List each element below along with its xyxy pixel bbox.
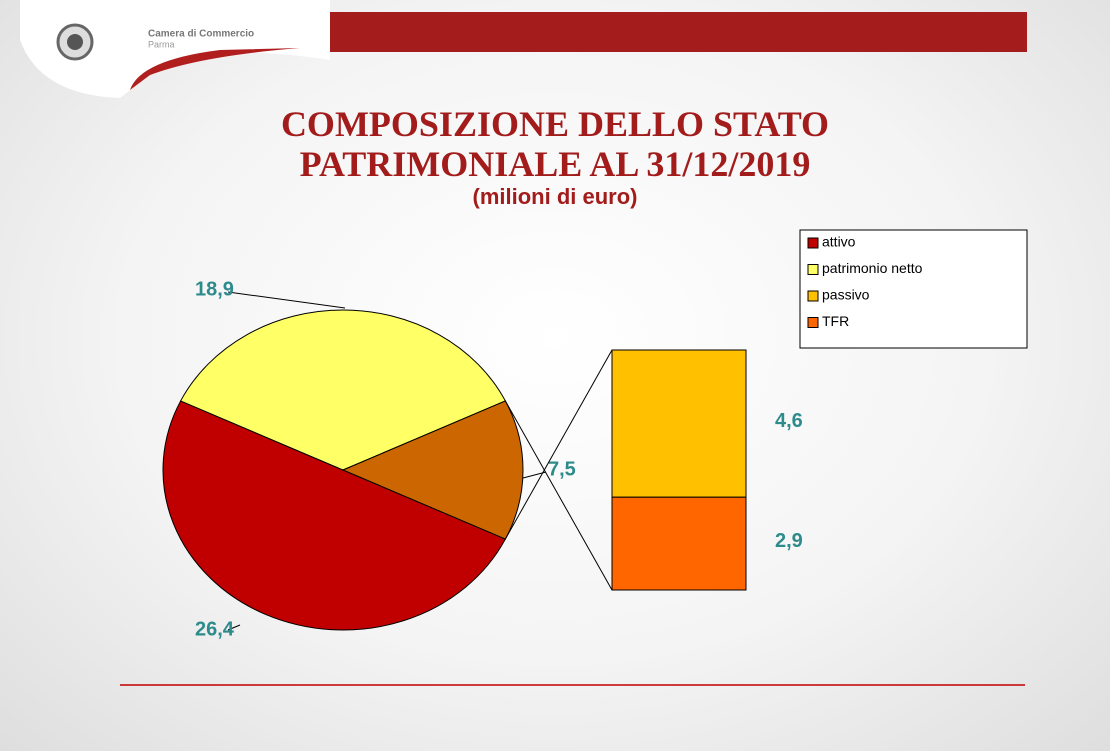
legend-swatch [807, 317, 819, 328]
org-name: Camera di Commercio [148, 29, 254, 40]
leader-line [227, 624, 241, 631]
chart-title: COMPOSIZIONE DELLO STATO PATRIMONIALE AL… [280, 104, 830, 184]
legend-label: TFR [822, 313, 849, 329]
legend-swatch [807, 290, 819, 302]
logo-swoosh [130, 48, 300, 90]
data-label: 2,9 [775, 530, 803, 552]
org-city: Parma [148, 39, 175, 49]
legend-label: patrimonio netto [822, 260, 923, 276]
logo-area [20, 0, 330, 98]
bar-segment [611, 349, 747, 498]
header-bar [310, 12, 1027, 52]
data-label: 26,4 [195, 618, 235, 640]
legend-label: attivo [822, 234, 856, 250]
data-label: 18,9 [195, 278, 234, 300]
pie-slice [162, 400, 507, 631]
chart-subtitle: (milioni di euro) [472, 184, 638, 209]
logo-seal-center [67, 34, 83, 50]
connector-line [504, 400, 613, 591]
bar-segment [611, 496, 747, 591]
legend-swatch [807, 237, 819, 249]
connector-line [504, 349, 613, 540]
legend-swatch [807, 264, 819, 275]
legend-box [799, 229, 1028, 349]
data-label: 4,6 [775, 410, 803, 432]
leader-line [227, 291, 346, 309]
legend-label: passivo [822, 287, 870, 303]
pie-slice [341, 400, 524, 540]
pie-slice [179, 309, 507, 471]
data-label: 7,5 [548, 458, 576, 480]
